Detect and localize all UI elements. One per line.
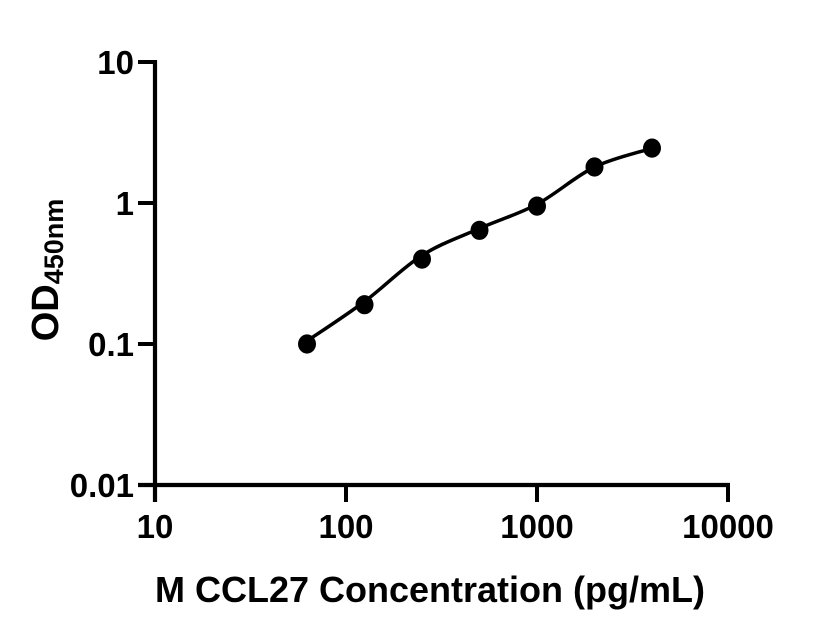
y-axis-title-main: OD — [25, 284, 67, 341]
data-point — [413, 249, 432, 269]
data-point — [528, 196, 546, 216]
data-point — [298, 334, 317, 354]
x-tick-label-100: 100 — [318, 508, 373, 545]
y-tick-label-10: 10 — [97, 44, 134, 81]
data-point — [642, 138, 661, 158]
y-axis-title-subscript: 450nm — [39, 199, 69, 285]
data-point — [585, 157, 604, 177]
x-axis-title: M CCL27 Concentration (pg/mL) — [155, 569, 705, 610]
x-tick-label-10000: 10000 — [682, 508, 774, 545]
data-point — [470, 220, 489, 240]
x-tick-label-10: 10 — [137, 508, 174, 545]
data-point — [355, 295, 374, 315]
y-tick-label-0.01: 0.01 — [70, 467, 134, 504]
fit-curve — [305, 146, 654, 343]
y-tick-label-0.1: 0.1 — [88, 326, 134, 363]
plot-area: 0.01 0.1 1 10 10 100 1000 10000 — [70, 44, 774, 545]
y-tick-label-1: 1 — [116, 185, 134, 222]
x-tick-label-1000: 1000 — [500, 508, 573, 545]
y-axis-title: OD450nm — [25, 199, 69, 342]
